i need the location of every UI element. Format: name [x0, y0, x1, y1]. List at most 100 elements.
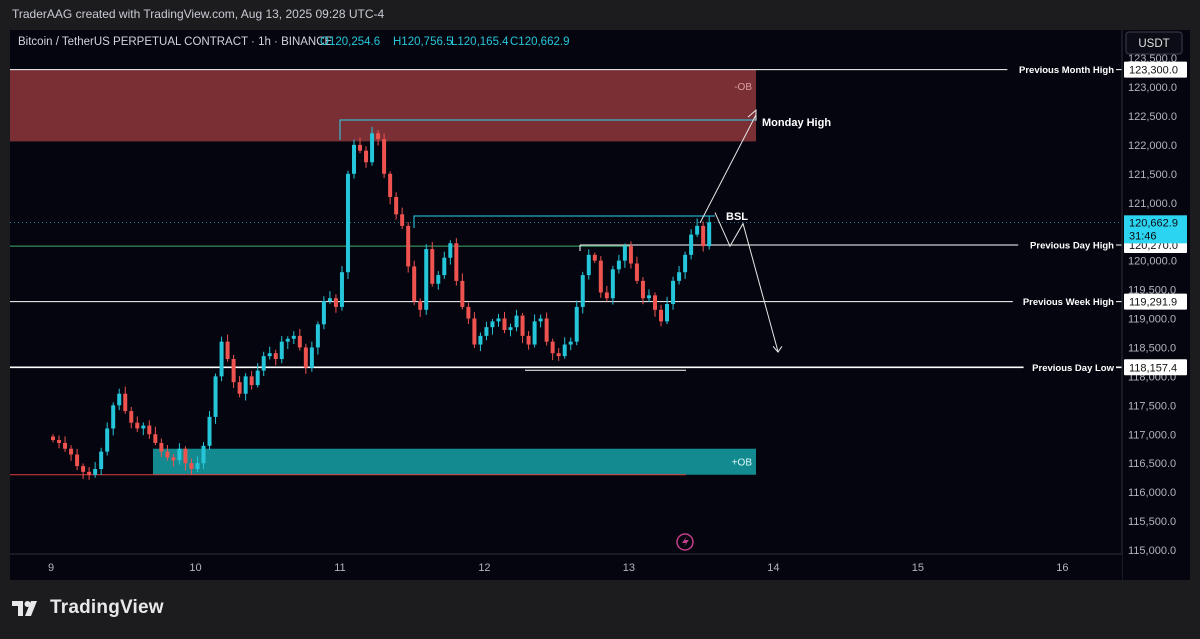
candle[interactable]	[171, 453, 176, 467]
candle[interactable]	[707, 215, 712, 250]
currency-button[interactable]	[1125, 31, 1183, 55]
candle[interactable]	[255, 363, 260, 388]
candle[interactable]	[550, 338, 555, 361]
candle[interactable]	[123, 386, 128, 414]
candle[interactable]	[207, 410, 212, 450]
candle[interactable]	[388, 171, 393, 205]
candle[interactable]	[412, 260, 417, 306]
candle[interactable]	[111, 402, 116, 436]
candle[interactable]	[315, 321, 320, 355]
candle[interactable]	[261, 351, 266, 377]
candle[interactable]	[153, 426, 158, 446]
bearish-order-block[interactable]	[10, 69, 756, 142]
candle[interactable]	[538, 314, 543, 328]
candle[interactable]	[333, 294, 338, 313]
time-axis[interactable]	[10, 554, 1122, 580]
candle[interactable]	[195, 456, 200, 472]
candle[interactable]	[135, 416, 140, 433]
candle[interactable]	[81, 463, 86, 480]
candle[interactable]	[484, 321, 489, 341]
candle[interactable]	[400, 207, 405, 230]
candle[interactable]	[87, 467, 92, 480]
candle[interactable]	[677, 265, 682, 285]
candle[interactable]	[424, 244, 429, 315]
candle[interactable]	[93, 462, 98, 478]
candle[interactable]	[147, 420, 152, 439]
candle[interactable]	[514, 309, 519, 332]
candle[interactable]	[610, 265, 615, 305]
candle[interactable]	[183, 446, 188, 471]
candle[interactable]	[69, 445, 74, 461]
projection-arrow-up[interactable]	[699, 114, 757, 224]
candle[interactable]	[604, 285, 609, 302]
candle[interactable]	[616, 254, 621, 274]
candle[interactable]	[129, 406, 134, 429]
candle[interactable]	[562, 337, 567, 359]
candle[interactable]	[634, 256, 639, 284]
candle[interactable]	[117, 388, 122, 411]
monday-high-line[interactable]	[339, 119, 756, 140]
candle[interactable]	[406, 222, 411, 273]
candle[interactable]	[213, 373, 218, 424]
candle[interactable]	[556, 348, 561, 361]
candle[interactable]	[297, 329, 302, 351]
candle[interactable]	[574, 300, 579, 346]
tradingview-logo[interactable]: TradingView	[12, 597, 164, 619]
candle[interactable]	[460, 273, 465, 310]
candle[interactable]	[695, 218, 700, 237]
candle[interactable]	[622, 243, 627, 268]
candle[interactable]	[454, 238, 459, 286]
candle[interactable]	[327, 291, 332, 304]
candle[interactable]	[592, 252, 597, 263]
candle[interactable]	[237, 375, 242, 398]
candle[interactable]	[430, 242, 435, 287]
candle[interactable]	[249, 371, 254, 390]
candle[interactable]	[659, 304, 664, 327]
candle[interactable]	[321, 296, 326, 330]
candle[interactable]	[586, 249, 591, 280]
lightning-icon[interactable]	[676, 533, 694, 551]
candle[interactable]	[526, 331, 531, 350]
candle[interactable]	[267, 346, 272, 360]
projection-arrow-down[interactable]	[714, 212, 779, 352]
candle[interactable]	[364, 146, 369, 168]
candle[interactable]	[51, 434, 55, 443]
candle[interactable]	[436, 271, 441, 290]
candle[interactable]	[466, 302, 471, 325]
candle[interactable]	[231, 354, 236, 388]
candle[interactable]	[665, 296, 670, 325]
candle[interactable]	[141, 422, 146, 436]
bullish-order-block[interactable]	[153, 448, 756, 475]
candle[interactable]	[394, 192, 399, 220]
candle[interactable]	[544, 312, 549, 346]
candle[interactable]	[75, 448, 80, 471]
candle[interactable]	[105, 422, 110, 456]
candle[interactable]	[418, 298, 423, 317]
candle[interactable]	[532, 314, 537, 348]
candle[interactable]	[580, 271, 585, 314]
candle[interactable]	[225, 334, 230, 362]
candle[interactable]	[159, 438, 164, 458]
candle[interactable]	[345, 170, 350, 279]
candle[interactable]	[99, 447, 104, 475]
candle[interactable]	[568, 337, 573, 351]
candle[interactable]	[358, 137, 363, 154]
candle[interactable]	[490, 319, 495, 335]
candle[interactable]	[520, 312, 525, 344]
candle[interactable]	[165, 445, 170, 461]
candle[interactable]	[177, 443, 182, 465]
bsl-line[interactable]	[413, 215, 715, 229]
candle[interactable]	[683, 251, 688, 279]
candle[interactable]	[285, 336, 290, 350]
candle[interactable]	[189, 458, 194, 475]
candle[interactable]	[339, 266, 344, 311]
candle[interactable]	[502, 311, 507, 334]
candle[interactable]	[243, 373, 248, 401]
candle[interactable]	[370, 126, 375, 166]
candle[interactable]	[303, 343, 308, 374]
chart-panel[interactable]: -OB +OB Monday High BSL Previous Month High P…	[10, 30, 1190, 580]
candle[interactable]	[442, 251, 447, 279]
candle[interactable]	[701, 221, 706, 252]
candle[interactable]	[653, 292, 657, 317]
price-chart[interactable]: -OB +OB Monday High BSL Previous Month High P…	[10, 30, 1190, 580]
